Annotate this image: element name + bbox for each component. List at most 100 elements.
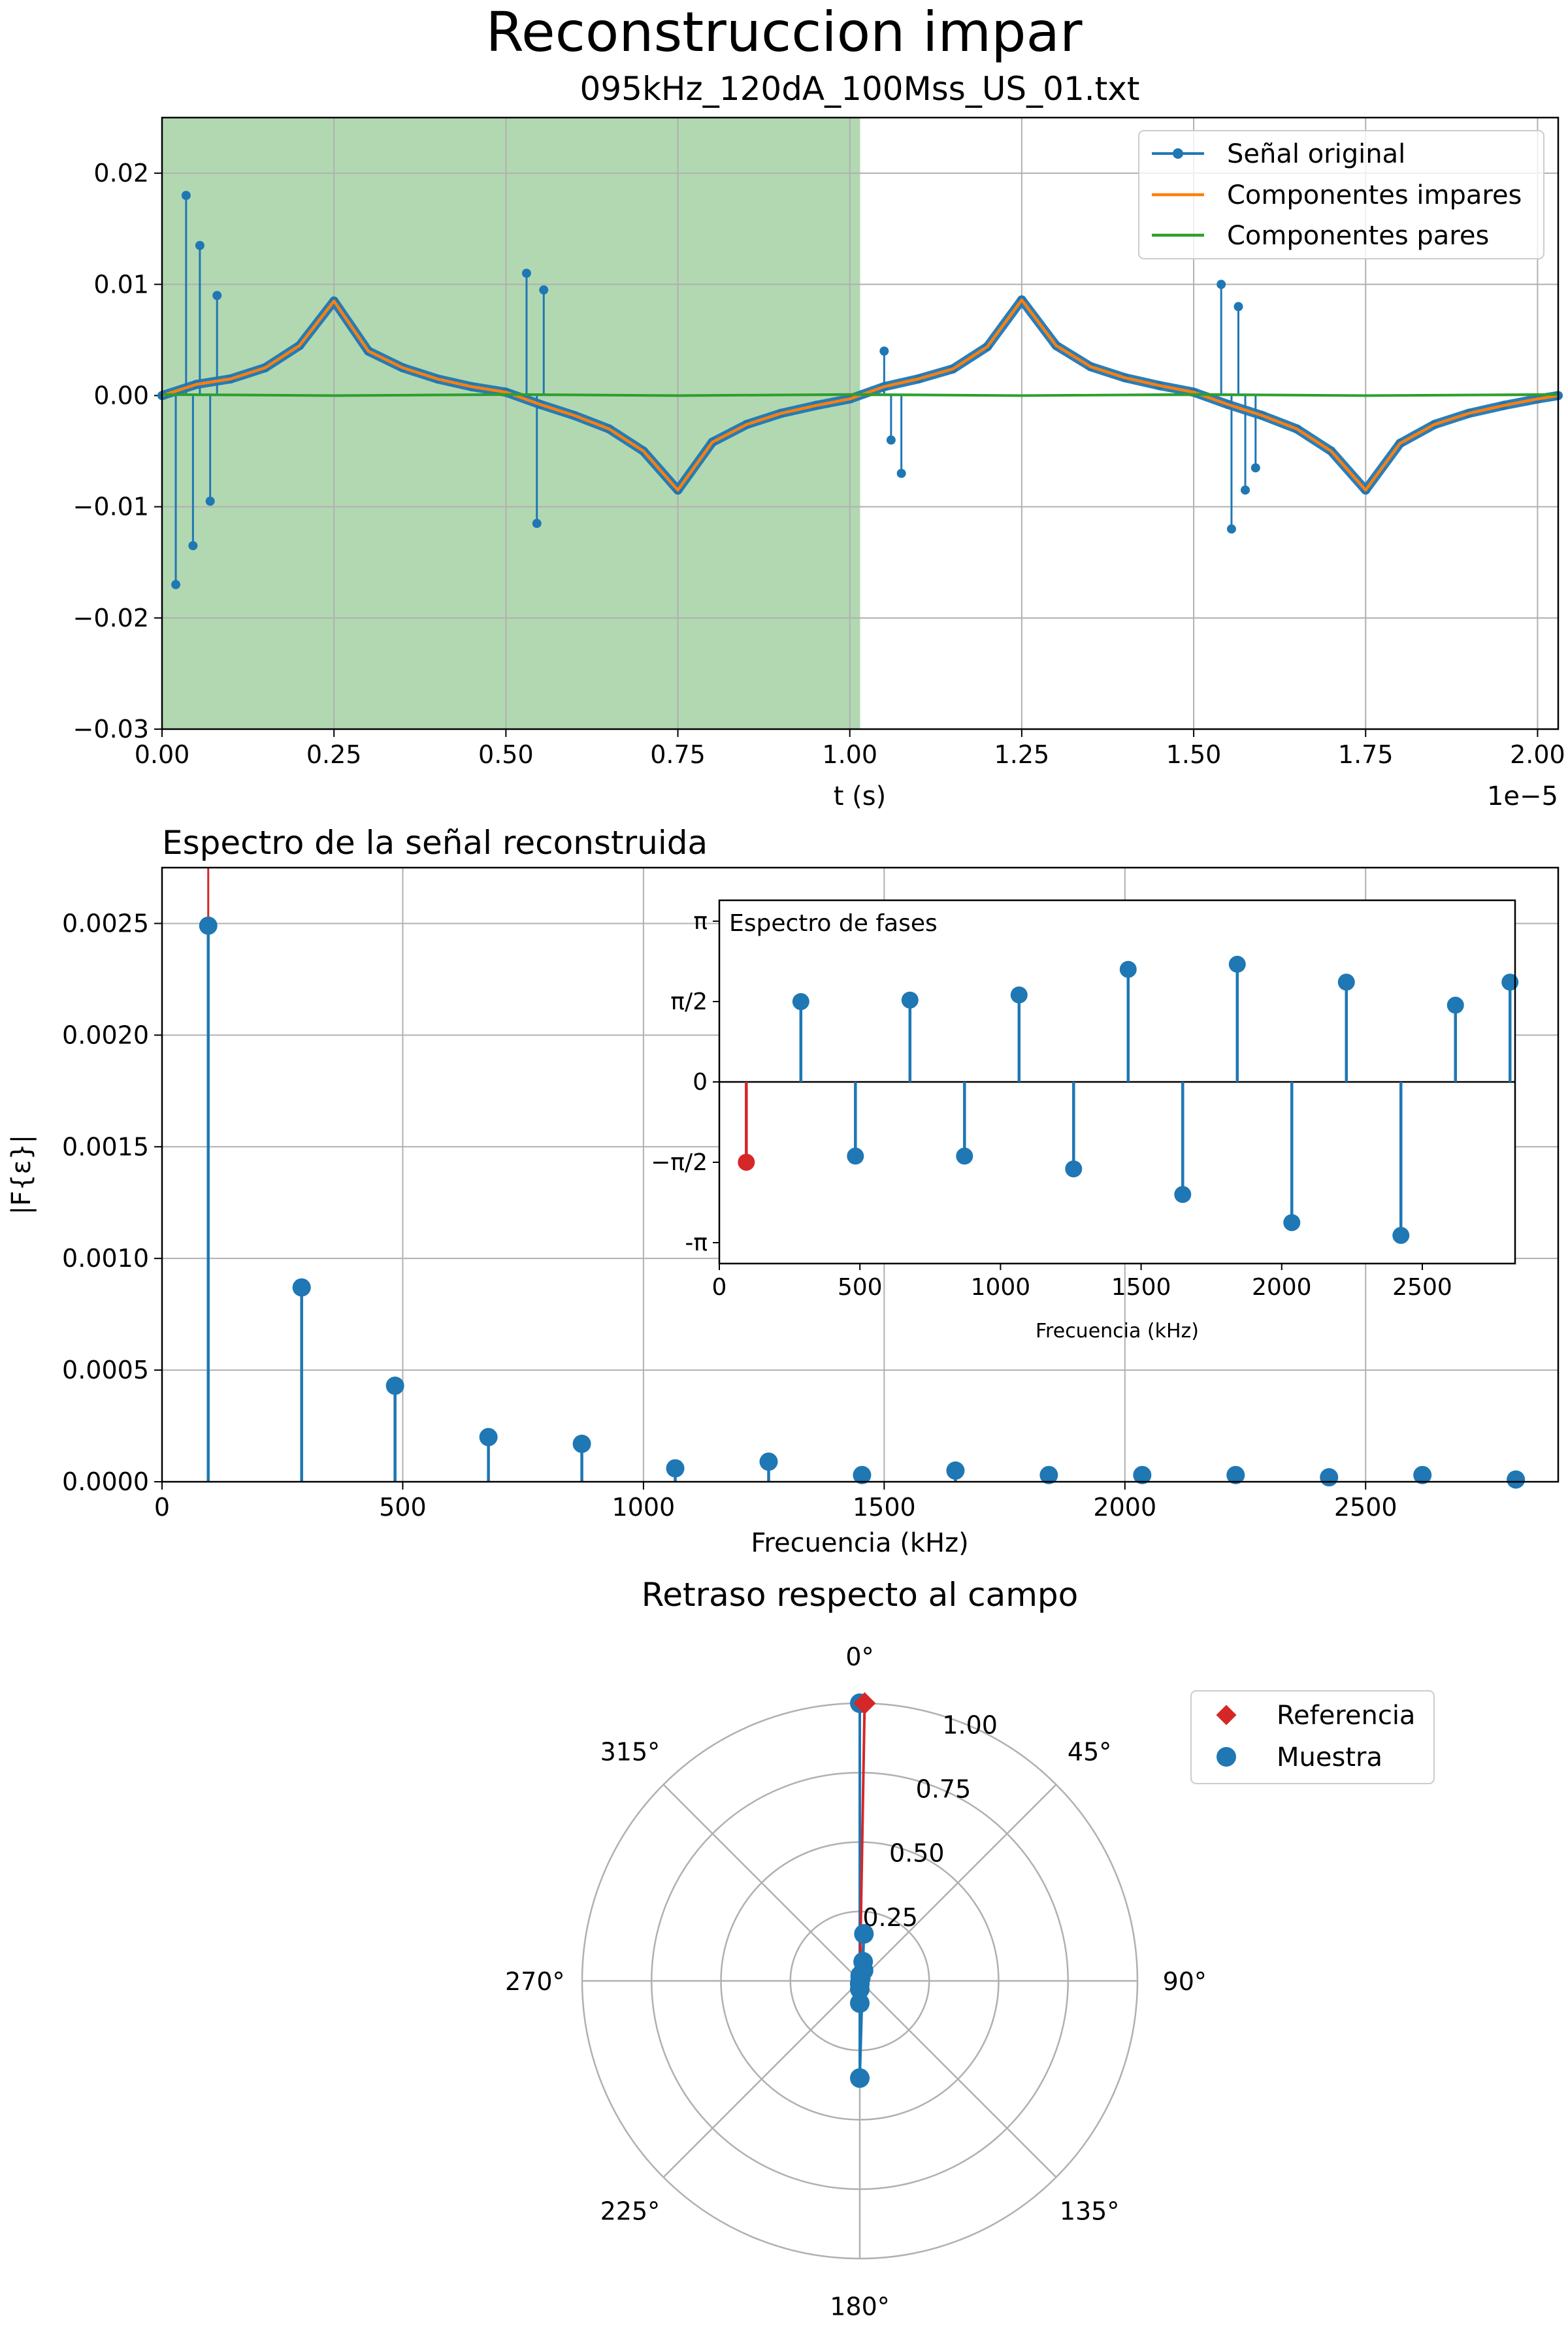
original-signal-spikes (171, 191, 1260, 589)
phase-y-tick-label: π/2 (670, 988, 708, 1015)
polar-spoke (859, 1784, 1057, 1982)
sample-point (854, 1924, 874, 1944)
sample-point (850, 1993, 870, 2013)
x-tick-label: 1000 (612, 1493, 676, 1522)
legend-sample-marker (1217, 1747, 1236, 1767)
x-tick-label: 2000 (1093, 1493, 1156, 1522)
x-tick-label: 1500 (853, 1493, 916, 1522)
phase-stems (738, 955, 1519, 1244)
phase-marker (1228, 955, 1246, 973)
x-tick-label: 2.00 (1510, 740, 1565, 769)
x-tick-label: 1.25 (994, 740, 1050, 769)
amplitude-marker (946, 1461, 965, 1480)
polar-radius-label: 0.50 (889, 1839, 945, 1868)
polar-angle-label: 180° (830, 2292, 890, 2321)
polar-radius-label: 0.75 (916, 1775, 972, 1804)
x-tick-label: 0.50 (478, 740, 534, 769)
polar-radius-label: 0.25 (862, 1903, 918, 1932)
phase-y-tick-label: −π/2 (651, 1149, 708, 1176)
phase-marker (792, 993, 809, 1011)
x-tick-label: 1.00 (822, 740, 877, 769)
amplitude-marker (853, 1465, 872, 1484)
spectrum-y-axis-label: |F{ε}| (7, 1135, 37, 1215)
spectrum-chart-title: Espectro de la señal reconstruida (162, 824, 708, 862)
y-tick-label: −0.03 (73, 715, 149, 743)
spike-point (1241, 485, 1250, 495)
time-x-offset-label: 1e−5 (1487, 781, 1558, 811)
figure-suptitle: Reconstruccion impar (485, 0, 1083, 64)
x-tick-label: 500 (379, 1493, 427, 1522)
phase-marker (1446, 996, 1464, 1014)
legend-original-marker (1173, 148, 1183, 159)
amplitude-marker (1039, 1465, 1058, 1484)
phase-marker (738, 1153, 755, 1171)
polar-radius-ticks: 0.25 0.50 0.75 1.00 (862, 1710, 998, 1931)
series-even-components (161, 393, 1559, 397)
amplitude-marker (1133, 1465, 1152, 1484)
spike-point (1217, 280, 1226, 289)
phase-x-tick-label: 2500 (1392, 1274, 1452, 1301)
polar-angle-label: 90° (1163, 1967, 1207, 1996)
phase-x-axis-label: Frecuencia (kHz) (1036, 1320, 1199, 1343)
spike-point (188, 541, 198, 551)
phase-marker (1065, 1160, 1083, 1178)
spike-point (1250, 463, 1260, 473)
phase-x-tick-label: 500 (838, 1274, 883, 1301)
phase-marker (1392, 1226, 1410, 1244)
reference-marker (853, 1692, 876, 1715)
phase-marker (1010, 986, 1028, 1004)
sample-point (851, 1968, 871, 1989)
amplitude-marker (1226, 1465, 1245, 1484)
sample-point (850, 2068, 870, 2088)
polar-angle-label: 225° (600, 2197, 661, 2226)
y-tick-label: 0.0010 (62, 1244, 149, 1273)
spike-point (879, 346, 889, 356)
legend-label-even: Componentes pares (1227, 221, 1489, 251)
phase-marker (847, 1147, 864, 1165)
phase-marker (956, 1147, 973, 1165)
amplitude-marker (1320, 1468, 1339, 1487)
x-tick-label: 0.25 (306, 740, 362, 769)
polar-angle-label: 45° (1068, 1737, 1111, 1766)
y-tick-label: 0.00 (93, 381, 149, 410)
spike-point (532, 519, 542, 529)
spectrum-x-ticks: 0 500 1000 1500 2000 2500 (154, 1482, 1397, 1522)
x-tick-label: 0 (154, 1493, 170, 1522)
y-tick-label: 0.0000 (62, 1467, 149, 1496)
legend-frame (1190, 1690, 1435, 1784)
phase-x-tick-label: 2000 (1252, 1274, 1312, 1301)
polar-panel: Retraso respecto al campo 0° 45° 90° 135° 18… (505, 1576, 1435, 2321)
x-tick-label: 2500 (1334, 1493, 1397, 1522)
amplitude-marker (666, 1459, 685, 1478)
x-tick-label: 0.75 (650, 740, 706, 769)
phase-x-tick-label: 0 (712, 1274, 727, 1301)
phase-marker (1337, 973, 1355, 991)
phase-y-tick-label: -π (685, 1230, 708, 1256)
y-tick-label: 0.0005 (62, 1356, 149, 1384)
time-x-ticks: 0.00 0.25 0.50 0.75 1.00 1.25 1.50 1.75 2.00 (135, 729, 1565, 769)
time-y-ticks: −0.03 −0.02 −0.01 0.00 0.01 0.02 (73, 159, 162, 743)
x-tick-label: 0.00 (135, 740, 190, 769)
amplitude-marker (385, 1377, 404, 1396)
phase-marker (901, 991, 919, 1009)
legend-label-odd: Componentes impares (1227, 180, 1522, 210)
spike-point (896, 468, 906, 478)
spike-point (171, 580, 181, 589)
spike-point (539, 285, 549, 295)
spectrum-x-axis-label: Frecuencia (kHz) (751, 1528, 968, 1558)
spike-point (181, 191, 191, 201)
spike-point (1226, 524, 1236, 534)
amplitude-marker (759, 1452, 778, 1471)
polar-angle-label: 135° (1060, 2197, 1120, 2226)
polar-angle-label: 0° (845, 1642, 874, 1671)
phase-y-ticks: -π −π/2 0 π/2 π (651, 908, 719, 1256)
polar-angle-ticks: 0° 45° 90° 135° 180° 225° 270° 315° (505, 1642, 1207, 2321)
amplitude-marker (479, 1428, 498, 1446)
phase-marker (1283, 1214, 1301, 1232)
legend-label-sample: Muestra (1277, 1742, 1382, 1772)
polar-radius-label: 1.00 (942, 1710, 998, 1739)
phase-marker (1119, 960, 1137, 978)
amplitude-marker (1507, 1470, 1526, 1489)
time-x-axis-label: t (s) (834, 781, 886, 811)
